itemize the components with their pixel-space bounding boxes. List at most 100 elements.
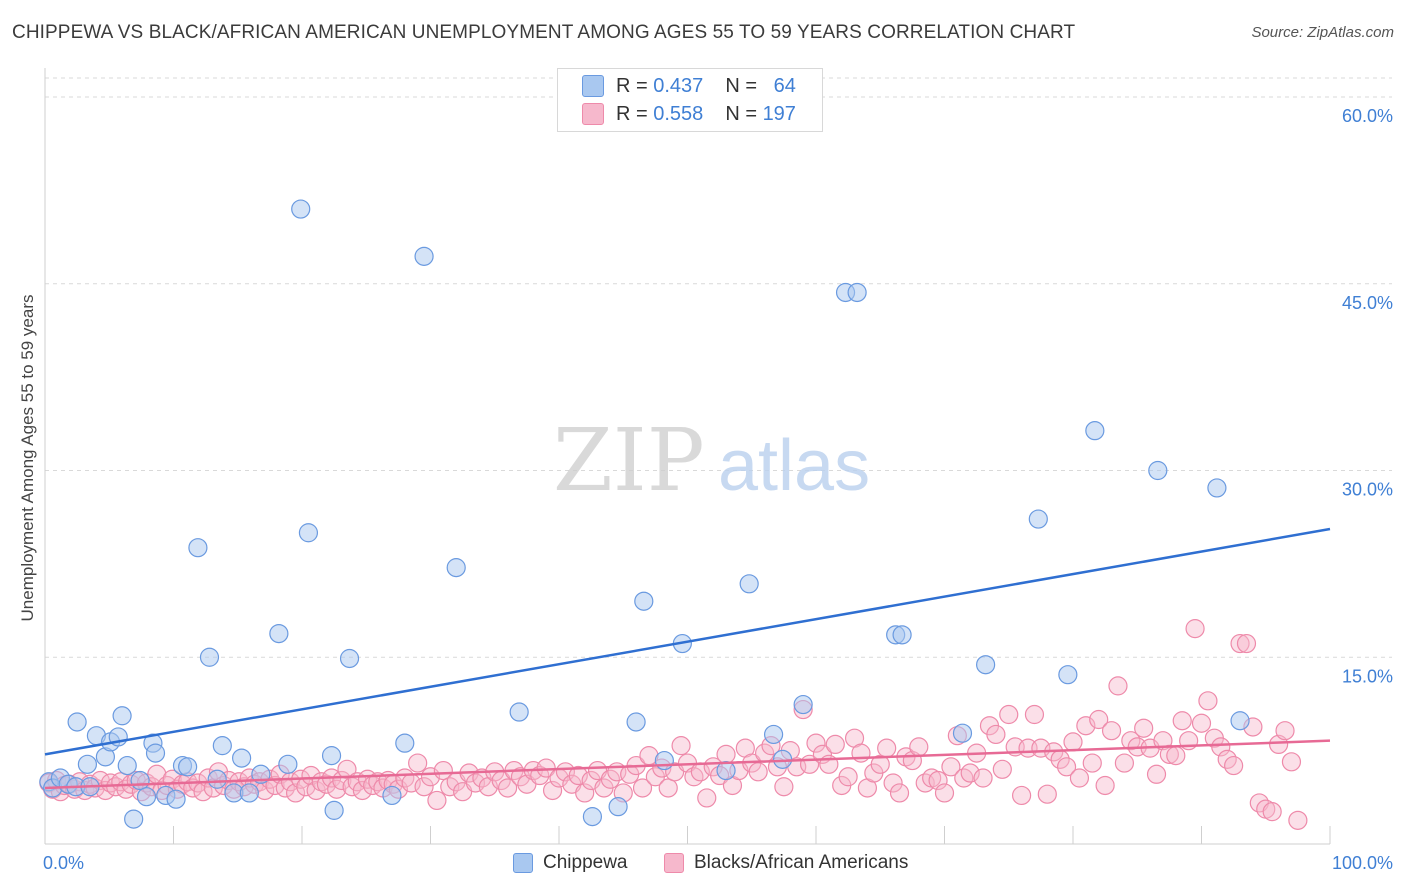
- black-point: [1211, 737, 1231, 757]
- black-point: [684, 767, 704, 787]
- black-point: [1281, 752, 1302, 772]
- black-point: [671, 736, 691, 756]
- black-point: [883, 773, 903, 793]
- chippewa-point: [582, 807, 603, 827]
- black-point: [465, 773, 486, 793]
- watermark-zip: ZIP: [553, 411, 705, 511]
- black-point: [600, 769, 621, 789]
- black-point: [716, 744, 736, 764]
- black-point: [825, 734, 845, 755]
- chippewa-point: [212, 736, 232, 756]
- chippewa-point: [1230, 711, 1250, 731]
- x-tick-label: 100.0%: [1332, 853, 1393, 873]
- chippewa-point: [716, 760, 736, 781]
- black-point: [575, 783, 595, 803]
- chippewa-point: [130, 770, 150, 791]
- black-point: [774, 777, 794, 797]
- chippewa-point: [124, 809, 144, 829]
- legend-n-label: N =: [725, 74, 757, 97]
- black-point: [1224, 755, 1244, 776]
- legend-item-black: Blacks/African Americans: [664, 852, 908, 874]
- chippewa-point: [608, 797, 628, 817]
- black-point: [1056, 757, 1077, 777]
- black-point: [1082, 753, 1102, 773]
- black-point: [1108, 676, 1128, 696]
- chippewa-point: [1085, 421, 1105, 441]
- legend-n-value: 64: [773, 74, 796, 97]
- chippewa-point: [269, 623, 289, 644]
- black-point: [1095, 775, 1115, 796]
- black-point: [316, 774, 337, 794]
- black-point: [568, 765, 588, 786]
- black-point: [1146, 764, 1167, 784]
- black-point: [806, 733, 826, 753]
- legend-row-black: R = 0.558 N = 197: [582, 101, 796, 127]
- chippewa-point: [324, 800, 344, 820]
- legend-r-value: 0.437: [653, 74, 704, 97]
- black-point: [337, 759, 357, 779]
- black-point: [1262, 802, 1282, 822]
- black-point: [1166, 746, 1186, 766]
- chippewa-point: [1028, 509, 1048, 529]
- black-point: [1024, 704, 1045, 725]
- correlation-legend: R = 0.437 N = 64 R = 0.558 N = 197: [557, 68, 823, 132]
- chippewa-point: [976, 655, 996, 675]
- black-point: [1011, 785, 1032, 806]
- black-point: [658, 778, 678, 798]
- black-point: [748, 762, 768, 782]
- black-point: [986, 724, 1006, 745]
- y-tick-label: 30.0%: [1342, 480, 1393, 500]
- black-point: [352, 780, 372, 801]
- black-point: [555, 762, 576, 782]
- black-point: [408, 753, 428, 773]
- y-axis-label: Unemployment Among Ages 55 to 59 years: [18, 294, 37, 622]
- chippewa-point: [166, 789, 186, 809]
- black-point: [973, 768, 993, 788]
- black-point: [414, 777, 434, 797]
- legend-label-chippewa: Chippewa: [543, 852, 628, 873]
- legend-swatch-black: [664, 853, 684, 873]
- black-point: [433, 760, 453, 781]
- chippewa-point: [847, 282, 867, 303]
- black-point: [301, 765, 321, 786]
- black-point: [440, 777, 460, 797]
- legend-r-label: R =: [616, 102, 648, 125]
- black-point: [838, 767, 858, 787]
- black-point: [1037, 784, 1057, 804]
- black-point: [697, 788, 717, 808]
- black-point: [889, 783, 910, 803]
- black-point: [992, 759, 1012, 779]
- chippewa-point: [339, 648, 360, 669]
- legend-n-value: 197: [762, 102, 796, 125]
- black-point: [498, 778, 518, 798]
- chippewa-point: [1148, 460, 1168, 481]
- chippewa-point: [446, 558, 466, 578]
- chippewa-trendline: [44, 527, 1331, 756]
- chippewa-point: [178, 757, 198, 777]
- chippewa-point: [117, 755, 137, 776]
- black-point: [1288, 810, 1308, 830]
- black-point: [928, 770, 948, 791]
- chippewa-point: [626, 712, 646, 732]
- chippewa-point: [763, 724, 784, 745]
- chippewa-point: [382, 785, 402, 806]
- black-point: [1185, 619, 1205, 639]
- chippewa-point: [509, 702, 529, 722]
- black-point: [1236, 633, 1257, 654]
- black-point: [941, 757, 961, 777]
- chippewa-point: [395, 733, 415, 753]
- source-label: Source: ZipAtlas.com: [1251, 24, 1394, 41]
- legend-item-chippewa: Chippewa: [513, 852, 628, 874]
- black-point: [954, 768, 974, 788]
- chippewa-point: [291, 199, 311, 219]
- black-point: [1275, 721, 1295, 741]
- chippewa-point: [414, 246, 434, 266]
- chippewa-point: [239, 783, 259, 803]
- black-point: [632, 778, 653, 798]
- black-point: [368, 772, 388, 792]
- legend-swatch-black: [582, 103, 604, 125]
- legend-r-value: 0.558: [653, 102, 704, 125]
- black-point: [1172, 711, 1192, 731]
- chippewa-point: [77, 754, 98, 774]
